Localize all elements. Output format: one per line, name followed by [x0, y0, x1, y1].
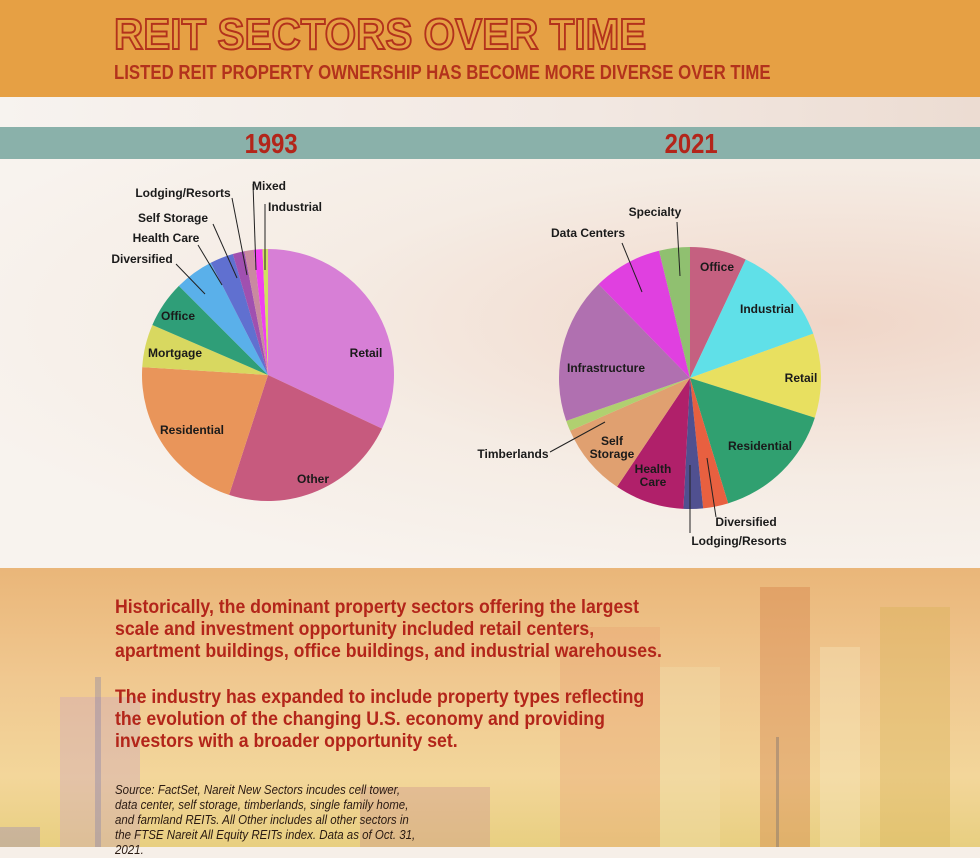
pie-slice-office [152, 285, 268, 375]
slice-label: Other [297, 472, 329, 486]
pie-slice-retail [690, 333, 821, 418]
slice-label: Lodging/Resorts [135, 186, 231, 200]
slice-label: Infrastructure [567, 361, 645, 375]
slice-label: Mixed [252, 179, 286, 193]
paragraph-history: Historically, the dominant property sect… [115, 597, 662, 662]
pie-slice-industrial [262, 249, 268, 375]
pie-slice-specialty [659, 247, 690, 378]
pie-slice-industrial [690, 259, 814, 378]
chart-title-2021: 2021 [664, 128, 718, 159]
leader-line [197, 244, 223, 286]
paragraph-expansion: The industry has expanded to include pro… [115, 687, 645, 752]
leader-line [706, 457, 717, 518]
slice-label: Specialty [629, 205, 682, 219]
slice-label: Diversified [715, 515, 776, 529]
pie-slice-residential [690, 378, 815, 504]
pie-slice-self-storage [232, 251, 268, 375]
slice-label: Residential [728, 439, 792, 453]
slice-label: Diversified [111, 252, 172, 266]
pie-slice-mortgage [142, 324, 268, 375]
slice-label: Timberlands [477, 447, 548, 461]
pie-slice-lodging-resorts [683, 378, 704, 510]
pie-slice-self-storage [570, 378, 690, 487]
leader-line [549, 421, 606, 453]
slice-label: Retail [785, 371, 818, 385]
slice-label: Mortgage [148, 346, 202, 360]
pie-slice-mixed [253, 249, 268, 375]
pie-slice-diversified [690, 378, 729, 509]
header-banner: REIT SECTORS OVER TIME LISTED REIT PROPE… [0, 0, 980, 97]
pie-slice-other [229, 375, 383, 502]
pie-slice-health-care [617, 378, 690, 509]
leader-line [212, 223, 238, 279]
slice-label: Self Storage [138, 211, 208, 225]
pie-slice-infrastructure [559, 284, 690, 421]
slice-label: Office [700, 260, 734, 274]
slice-label: Self Storage [590, 434, 635, 461]
chart-title-1993: 1993 [244, 128, 298, 159]
year-band [0, 127, 980, 159]
page-subtitle: LISTED REIT PROPERTY OWNERSHIP HAS BECOM… [114, 62, 771, 84]
pie-slice-data-centers [598, 250, 690, 378]
slice-label: Residential [160, 423, 224, 437]
pie-slice-timberlands [566, 378, 690, 431]
divider-band [0, 97, 980, 127]
pie-slice-diversified [178, 262, 268, 375]
leader-line [252, 183, 257, 271]
slice-label: Retail [350, 346, 383, 360]
pie-slice-health-care [210, 254, 268, 375]
leader-line [175, 263, 206, 295]
slice-label: Industrial [740, 302, 794, 316]
leader-line [621, 242, 643, 293]
page-title: REIT SECTORS OVER TIME [113, 9, 647, 60]
slice-label: Industrial [268, 200, 322, 214]
slice-label: Lodging/Resorts [691, 534, 787, 548]
pie-2021: Office Industrial Retail Residential Diversi… [477, 205, 821, 548]
pie-slice-lodging-resorts [244, 249, 268, 375]
pie-slice-retail [268, 249, 394, 429]
leader-line [231, 197, 248, 276]
leader-line [676, 221, 681, 277]
bottom-panel [0, 568, 980, 847]
slice-label: Office [161, 309, 195, 323]
pie-1993: Retail Other Residential Mortgage Office Dive… [111, 179, 394, 502]
pie-slice-residential [141, 367, 268, 495]
slice-label: Health Care [133, 231, 200, 245]
source-note: Source: FactSet, Nareit New Sectors incu… [115, 783, 416, 857]
slice-label: Health Care [635, 462, 672, 489]
slice-label: Data Centers [551, 226, 625, 240]
pie-slice-office [690, 247, 746, 378]
